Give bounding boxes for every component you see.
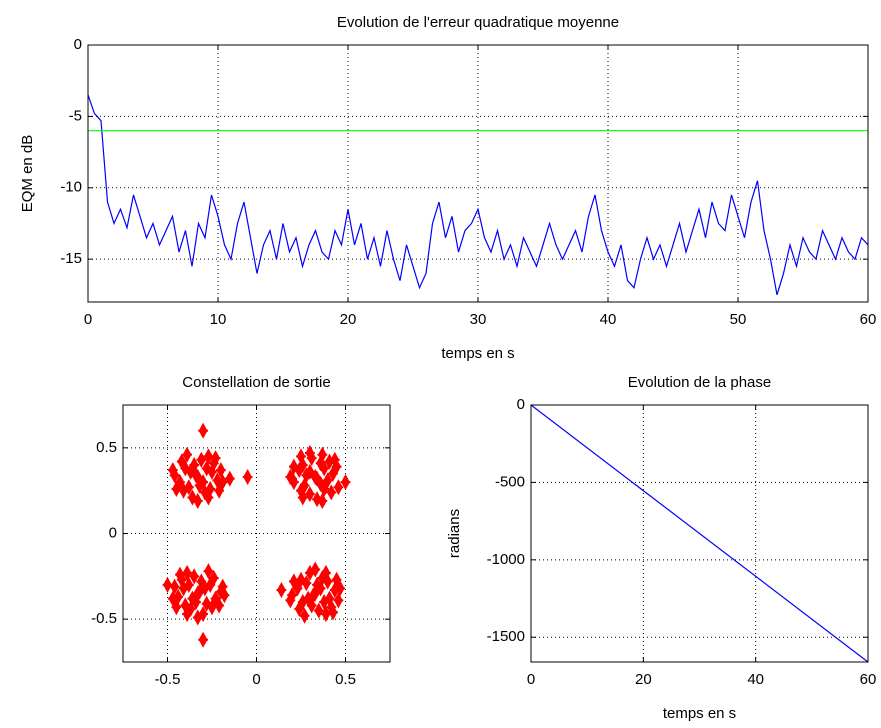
x-tick-label: 60 — [860, 671, 877, 688]
series-line — [88, 94, 868, 296]
x-tick-label: -0.5 — [155, 671, 181, 688]
x-tick-label: 20 — [340, 311, 357, 328]
y-tick-label: -10 — [60, 179, 82, 196]
data-layer — [531, 405, 868, 662]
data-layer — [162, 422, 351, 648]
y-tick-label: -1000 — [487, 551, 525, 568]
x-tick-label: 0 — [84, 311, 92, 328]
x-tick-label: 50 — [730, 311, 747, 328]
y-tick-label: 0 — [109, 524, 117, 541]
x-tick-label: 40 — [747, 671, 764, 688]
chart-title: Constellation de sortie — [182, 374, 330, 391]
axes: -0.5 0 0.5 0.5 0 -0.5 Constellation de sortie — [91, 374, 391, 688]
x-tick-label: 60 — [860, 311, 877, 328]
axes-box — [122, 404, 391, 663]
chart-title: Evolution de l'erreur quadratique moyenn… — [337, 14, 619, 31]
axes-box — [87, 44, 869, 303]
x-tick-label: 0 — [527, 671, 535, 688]
y-tick-label: -15 — [60, 250, 82, 267]
x-tick-label: 20 — [635, 671, 652, 688]
x-tick-label: 0 — [252, 671, 260, 688]
x-tick-label: 40 — [600, 311, 617, 328]
y-tick-label: -1500 — [487, 628, 525, 645]
data-layer — [88, 94, 868, 296]
x-tick-label: 10 — [210, 311, 227, 328]
x-axis-label: temps en s — [663, 705, 736, 722]
x-axis-label: temps en s — [441, 345, 514, 362]
y-tick-label: -0.5 — [91, 610, 117, 627]
axes: 0 20 40 60 0 -500 -1000 -1500 Evolution de la ph… — [446, 374, 876, 722]
y-tick-label: -500 — [495, 473, 525, 490]
y-tick-label: 0 — [74, 36, 82, 53]
x-tick-label: 0.5 — [335, 671, 356, 688]
y-tick-label: 0 — [517, 396, 525, 413]
y-tick-label: -5 — [69, 107, 82, 124]
x-tick-label: 30 — [470, 311, 487, 328]
chart-title: Evolution de la phase — [628, 374, 771, 391]
axes-box — [530, 404, 869, 663]
y-tick-label: 0.5 — [96, 439, 117, 456]
y-axis-label: EQM en dB — [19, 135, 36, 213]
axes: 0 10 20 30 40 50 60 0 -5 -10 -15 Evolution de l'err… — [19, 14, 876, 362]
y-axis-label: radians — [446, 509, 463, 558]
series-line — [531, 405, 868, 662]
